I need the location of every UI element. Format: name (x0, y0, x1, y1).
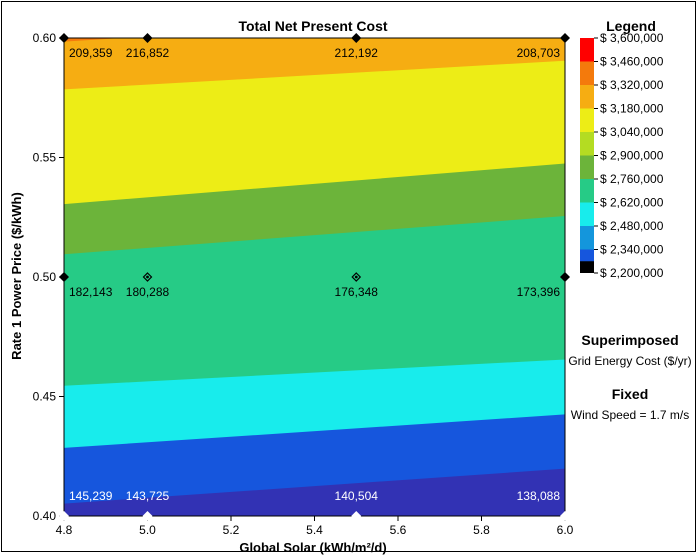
legend-swatch (580, 155, 594, 179)
legend-label: $ 2,760,000 (600, 172, 664, 186)
data-marker (351, 33, 362, 43)
data-label: 208,703 (517, 46, 561, 60)
legend-label: $ 2,620,000 (600, 196, 664, 210)
data-marker (59, 511, 69, 521)
y-axis-title: Rate 1 Power Price ($/kWh) (9, 192, 24, 360)
data-label: 182,143 (69, 285, 113, 299)
data-marker-dot (146, 275, 149, 279)
data-label: 173,396 (517, 285, 561, 299)
data-marker (560, 272, 570, 282)
x-tick-label: 4.8 (56, 523, 73, 537)
x-axis-title: Global Solar (kWh/m²/d) (239, 540, 386, 555)
contour-band (64, 468, 565, 516)
data-label: 140,504 (335, 489, 379, 503)
data-marker (351, 511, 362, 521)
legend-swatch (580, 261, 594, 273)
legend-swatch (580, 85, 594, 109)
legend-swatch (580, 108, 594, 132)
data-label: 180,288 (126, 285, 170, 299)
x-tick-label: 5.6 (390, 523, 407, 537)
y-tick-label: 0.40 (33, 509, 57, 523)
data-marker (142, 511, 153, 521)
x-tick-label: 5.8 (473, 523, 490, 537)
x-tick-label: 5.4 (306, 523, 323, 537)
data-marker (59, 272, 69, 282)
data-marker (59, 33, 69, 43)
x-tick-label: 5.0 (139, 523, 156, 537)
chart-title: Total Net Present Cost (238, 18, 387, 34)
legend-label: $ 3,460,000 (600, 55, 664, 69)
data-marker (142, 33, 153, 43)
legend-label: $ 3,320,000 (600, 78, 664, 92)
legend-swatch (580, 179, 594, 203)
data-marker-dot (354, 275, 358, 279)
legend-label: $ 2,340,000 (600, 243, 664, 257)
contour-area (64, 38, 565, 516)
data-label: 212,192 (335, 46, 379, 60)
data-marker (142, 272, 153, 282)
y-tick-label: 0.50 (33, 270, 57, 284)
y-tick-label: 0.55 (33, 151, 57, 165)
legend-swatch (580, 132, 594, 156)
y-tick-label: 0.45 (33, 390, 57, 404)
data-marker (560, 511, 570, 521)
legend-label: $ 2,900,000 (600, 149, 664, 163)
legend-label: $ 2,200,000 (600, 266, 664, 280)
fixed-heading: Fixed (612, 386, 649, 402)
legend-swatch (580, 61, 594, 85)
data-label: 209,359 (69, 46, 113, 60)
data-label: 176,348 (335, 285, 379, 299)
data-label: 143,725 (126, 489, 170, 503)
legend-title: Legend (606, 18, 656, 34)
data-marker (560, 33, 570, 43)
y-tick-label: 0.60 (33, 31, 57, 45)
x-tick-label: 6.0 (557, 523, 574, 537)
fixed-text: Wind Speed = 1.7 m/s (571, 408, 689, 422)
legend-swatch (580, 202, 594, 226)
superimposed-variable: Grid Energy Cost ($/yr) (568, 354, 691, 368)
x-tick-label: 5.2 (223, 523, 240, 537)
superimposed-heading: Superimposed (581, 332, 678, 348)
legend-label: $ 3,040,000 (600, 125, 664, 139)
legend-swatch (580, 226, 594, 250)
legend-label: $ 2,480,000 (600, 219, 664, 233)
legend-swatch (580, 38, 594, 62)
data-label: 145,239 (69, 489, 113, 503)
data-label: 216,852 (126, 46, 170, 60)
data-marker (351, 272, 362, 282)
legend-label: $ 3,180,000 (600, 102, 664, 116)
data-label: 138,088 (517, 489, 561, 503)
legend-label: $ 3,600,000 (600, 31, 664, 45)
